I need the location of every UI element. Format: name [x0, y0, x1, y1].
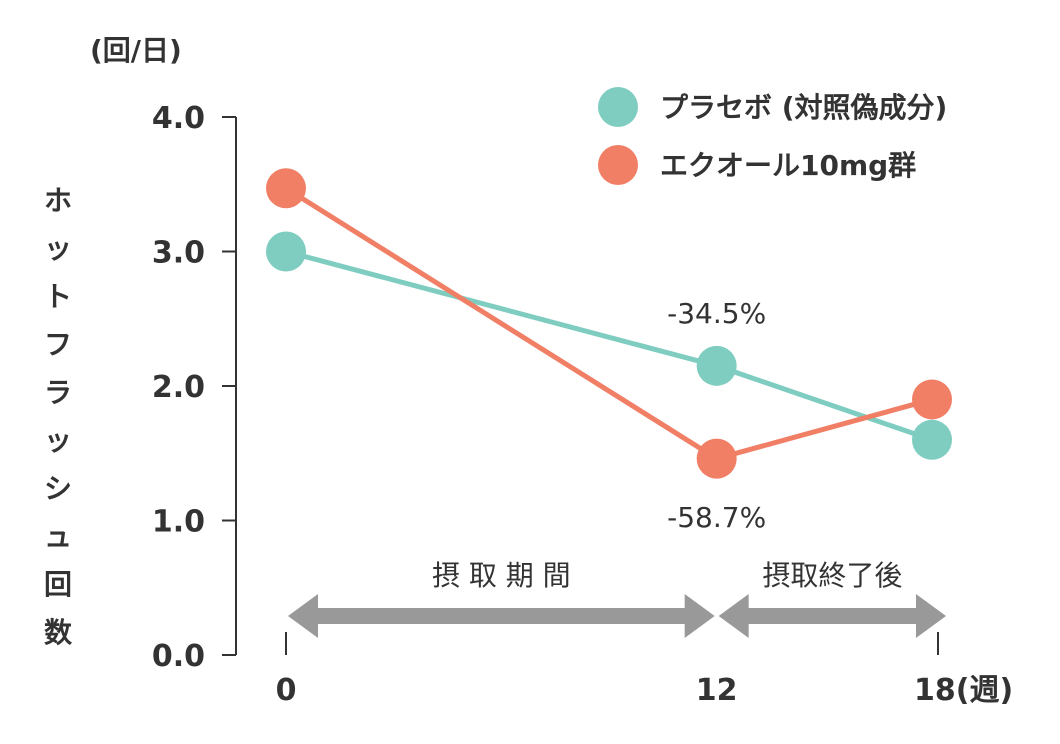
annotation-label: -34.5%	[667, 297, 766, 330]
annotations: -34.5% -58.7%	[667, 297, 766, 534]
legend-label: エクオール10mg群	[660, 149, 916, 182]
x-axis: 0 12 18(週)	[276, 673, 1014, 708]
x-tick-label: 12	[696, 673, 738, 708]
y-tick-label: 1.0	[152, 505, 205, 540]
y-label-char: ッ	[44, 232, 72, 265]
data-point	[912, 379, 952, 420]
y-tick-label: 2.0	[152, 370, 205, 405]
y-unit-label: (回/日)	[90, 34, 182, 67]
legend-label: プラセボ (対照偽成分)	[660, 91, 947, 124]
y-label-char: 数	[44, 616, 73, 649]
period-arrow	[288, 594, 715, 638]
period-arrow	[718, 594, 946, 638]
y-axis: 0.0 1.0 2.0 3.0 4.0	[152, 101, 237, 674]
x-tick-label: 0	[276, 673, 297, 708]
y-label-char: 回	[44, 568, 72, 601]
y-label-char: ュ	[44, 520, 72, 553]
y-axis-label: ホットフラッシュ回数	[44, 184, 73, 649]
legend: プラセボ (対照偽成分) エクオール10mg群	[598, 87, 947, 185]
period-label: 摂 取 期 間	[432, 559, 571, 592]
y-label-char: ト	[44, 280, 72, 313]
legend-marker	[598, 145, 638, 185]
y-label-char: ホ	[44, 184, 72, 217]
data-point	[696, 345, 737, 386]
period-label: 摂取終了後	[762, 559, 902, 592]
legend-marker	[598, 87, 638, 127]
y-tick-label: 0.0	[152, 639, 205, 674]
series-lines	[266, 168, 952, 479]
y-tick-label: 3.0	[152, 236, 205, 271]
data-point	[266, 168, 306, 209]
period-arrows: 摂 取 期 間 摂取終了後	[285, 559, 946, 655]
y-label-char: ラ	[44, 376, 72, 409]
series-line	[285, 249, 933, 443]
x-tick-label: 18(週)	[914, 673, 1013, 708]
data-point	[266, 231, 306, 272]
series-line	[284, 186, 933, 462]
y-tick-label: 4.0	[152, 101, 205, 136]
data-point	[912, 419, 952, 460]
y-label-char: フ	[44, 328, 72, 361]
annotation-label: -58.7%	[667, 501, 766, 534]
y-label-char: ッ	[44, 424, 72, 457]
y-label-char: シ	[44, 472, 72, 505]
data-point	[696, 438, 737, 479]
